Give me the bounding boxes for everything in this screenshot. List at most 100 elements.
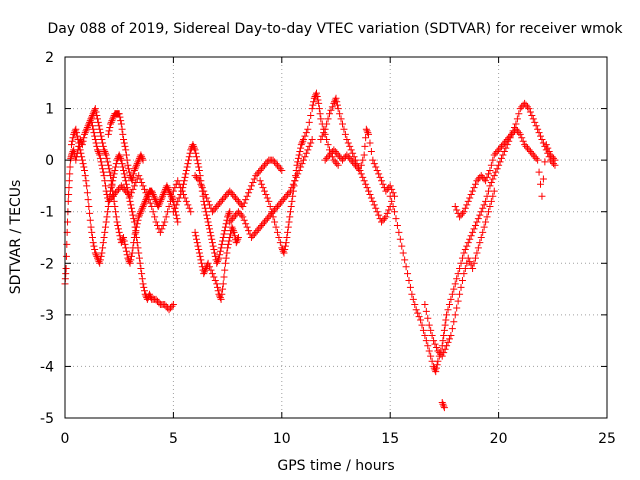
data-point [519,137,527,145]
data-point [346,154,354,162]
data-point [155,201,163,209]
data-point [195,249,203,257]
data-point [496,144,504,152]
data-point [271,206,279,214]
data-point [486,203,494,211]
data-point [135,172,143,180]
data-point [292,173,300,181]
data-point [492,149,500,157]
data-point [273,203,281,211]
data-point [191,146,199,154]
data-point [129,185,137,193]
data-point [213,259,221,267]
data-point [489,156,497,164]
data-point [432,364,440,372]
data-point [438,399,446,407]
data-point [148,189,156,197]
data-point [432,344,440,352]
data-point [506,132,514,140]
data-point [175,194,183,202]
data-point [289,180,297,188]
data-point [434,357,442,365]
data-point [207,266,215,274]
data-point [102,218,110,226]
data-point [101,223,109,231]
data-point [165,306,173,314]
data-point [216,199,224,207]
data-point [265,197,273,205]
data-point [242,196,250,204]
data-point [108,180,116,188]
data-point [211,249,219,257]
data-point [167,191,175,199]
data-point [256,166,264,174]
data-point [134,244,142,252]
data-point [167,304,175,312]
data-point [522,142,530,150]
data-point [242,220,250,228]
data-point [75,142,83,150]
data-point [417,316,425,324]
data-point [119,163,127,171]
data-point [499,141,507,149]
y-tick-label: -5 [40,411,54,427]
data-point [89,239,97,247]
data-point [434,347,442,355]
data-point [122,187,130,195]
data-point [193,239,201,247]
data-point [272,223,280,231]
data-point [192,232,200,240]
data-point [127,204,135,212]
data-point [109,192,117,200]
data-point [482,218,490,226]
data-point [518,134,526,142]
data-point [363,127,371,135]
data-point [534,125,542,133]
data-point [224,213,232,221]
data-point [219,234,227,241]
data-point [87,115,95,123]
data-point [461,264,469,272]
data-point [441,345,449,353]
data-point [204,197,212,205]
data-point [464,197,472,205]
data-point [437,350,445,358]
data-point [115,228,123,236]
data-point [91,136,99,144]
data-point [83,125,91,133]
data-point [513,127,521,135]
data-point [448,325,456,333]
data-point [140,283,148,291]
data-point [101,177,109,185]
data-point [167,197,175,205]
data-point [70,130,78,138]
data-point [245,227,253,235]
data-point [405,276,413,284]
data-point [81,130,89,138]
data-point [467,232,475,240]
data-point [239,213,247,221]
data-point [105,127,113,135]
data-point [526,148,534,156]
data-point [266,211,274,219]
data-point [74,136,82,144]
data-point [68,151,76,159]
data-point [130,215,138,223]
data-point [119,235,127,243]
data-point [339,120,347,128]
data-point [169,208,177,216]
data-point [495,146,503,154]
data-point [495,161,503,169]
data-point [272,160,280,168]
data-point [91,249,99,257]
data-point [104,161,112,169]
data-point [193,153,201,161]
data-point [406,283,414,291]
data-point [143,192,151,200]
data-point [470,225,478,233]
data-point [427,326,435,334]
data-point [440,402,448,410]
data-point [132,163,140,171]
data-point [330,99,338,107]
data-point [99,239,107,247]
